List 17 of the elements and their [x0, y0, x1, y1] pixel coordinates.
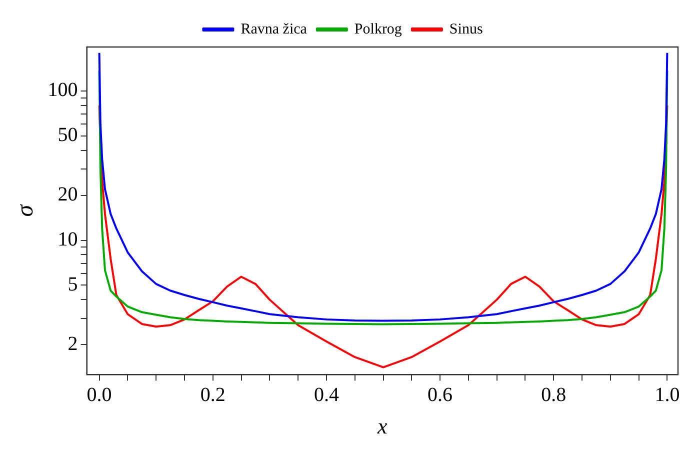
legend-label: Polkrog	[354, 21, 402, 38]
y-tick-label: 100	[48, 79, 78, 102]
y-tick-label: 20	[58, 184, 78, 206]
legend-label: Ravna žica	[240, 21, 308, 38]
x-tick-label: 1.0	[654, 384, 680, 406]
legend-label: Sinus	[449, 21, 483, 38]
y-tick-label: 10	[58, 228, 78, 251]
x-tick-label: 0.4	[314, 384, 339, 406]
x-axis-title: x	[376, 414, 388, 439]
x-tick-label: 0.2	[200, 384, 226, 406]
x-tick-label: 0.6	[428, 384, 453, 406]
y-tick-label: 5	[68, 273, 78, 296]
x-tick-label: 0.0	[86, 384, 112, 406]
y-axis-title: σ	[12, 204, 39, 217]
y-tick-label: 50	[58, 124, 78, 146]
x-tick-label: 0.8	[541, 384, 566, 406]
y-tick-label: 2	[68, 332, 78, 355]
